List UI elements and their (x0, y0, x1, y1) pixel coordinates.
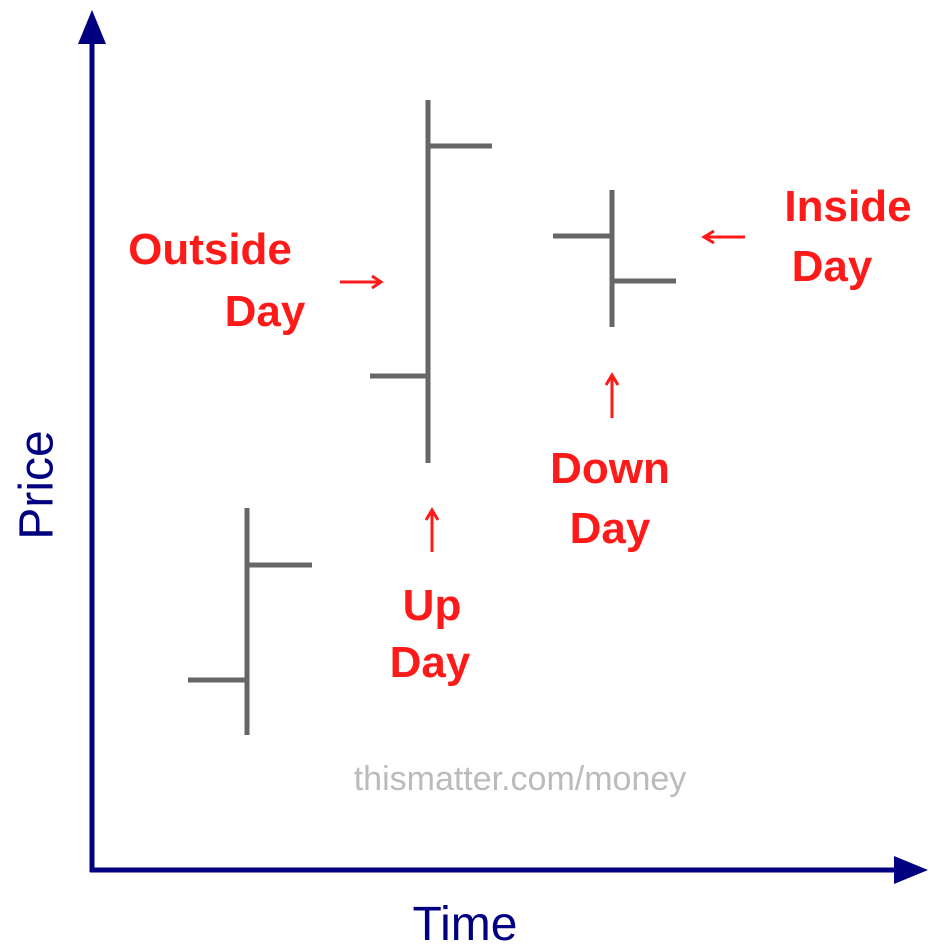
label-line: Day (390, 638, 471, 687)
label-line: Day (225, 287, 306, 336)
bar-outside-day (370, 100, 492, 463)
y-axis-label: Price (11, 430, 64, 539)
arrows (340, 229, 745, 552)
label-line: Up (403, 581, 462, 630)
label-line: Day (570, 504, 651, 553)
label-line: Outside (128, 225, 292, 274)
x-axis-arrow (894, 856, 928, 884)
bar-inside-day (553, 190, 676, 327)
bar-up-day (188, 508, 312, 735)
label-line: Down (550, 444, 670, 493)
label-line: Day (792, 242, 873, 291)
label-line: Inside (784, 182, 911, 231)
watermark: thismatter.com/money (354, 760, 687, 798)
y-axis-arrow (78, 10, 106, 44)
x-axis-label: Time (413, 898, 518, 950)
